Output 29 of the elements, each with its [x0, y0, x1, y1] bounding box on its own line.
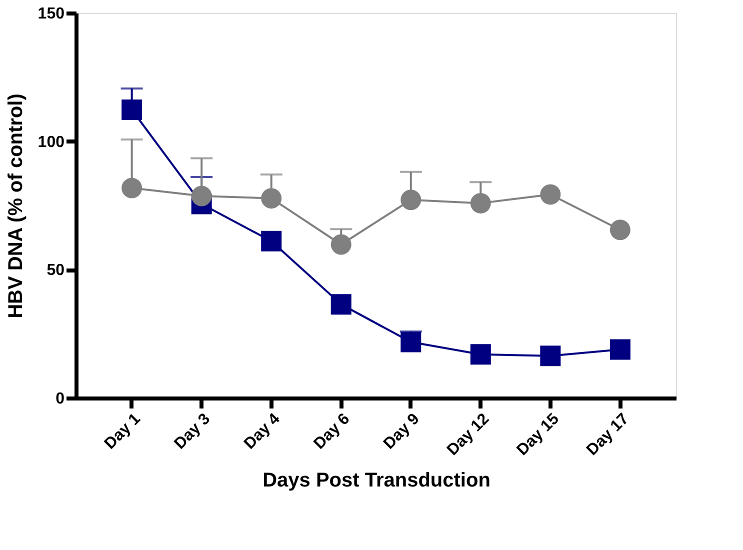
y-axis-title: HBV DNA (% of control)	[4, 94, 27, 318]
point	[122, 100, 142, 120]
x-tick-label: Day 1	[102, 410, 144, 453]
point	[470, 192, 491, 214]
x-tick-label: Day 3	[171, 410, 214, 453]
point	[261, 188, 282, 209]
x-tick-label: Day 15	[514, 410, 563, 460]
point	[470, 344, 491, 365]
x-tick-label: Day 9	[380, 410, 423, 453]
x-tick-label: Day 4	[241, 410, 284, 453]
point	[191, 186, 212, 206]
point	[400, 332, 422, 352]
y-tick-label: 50	[46, 262, 65, 280]
x-axis-title: Days Post Transduction	[262, 469, 490, 492]
point	[330, 294, 352, 315]
point	[330, 234, 352, 255]
x-tick-label: Day 12	[444, 410, 493, 460]
point	[540, 184, 561, 205]
x-tick-label: Day 17	[584, 410, 632, 460]
point	[400, 190, 422, 210]
point	[610, 220, 630, 240]
x-tick-label: Day 6	[310, 410, 354, 453]
y-tick-label: 150	[38, 6, 65, 22]
point	[261, 230, 282, 252]
point	[610, 339, 630, 360]
y-tick-label: 0	[56, 390, 65, 408]
point	[122, 178, 142, 198]
point	[540, 346, 561, 366]
y-tick-label: 100	[38, 134, 65, 151]
